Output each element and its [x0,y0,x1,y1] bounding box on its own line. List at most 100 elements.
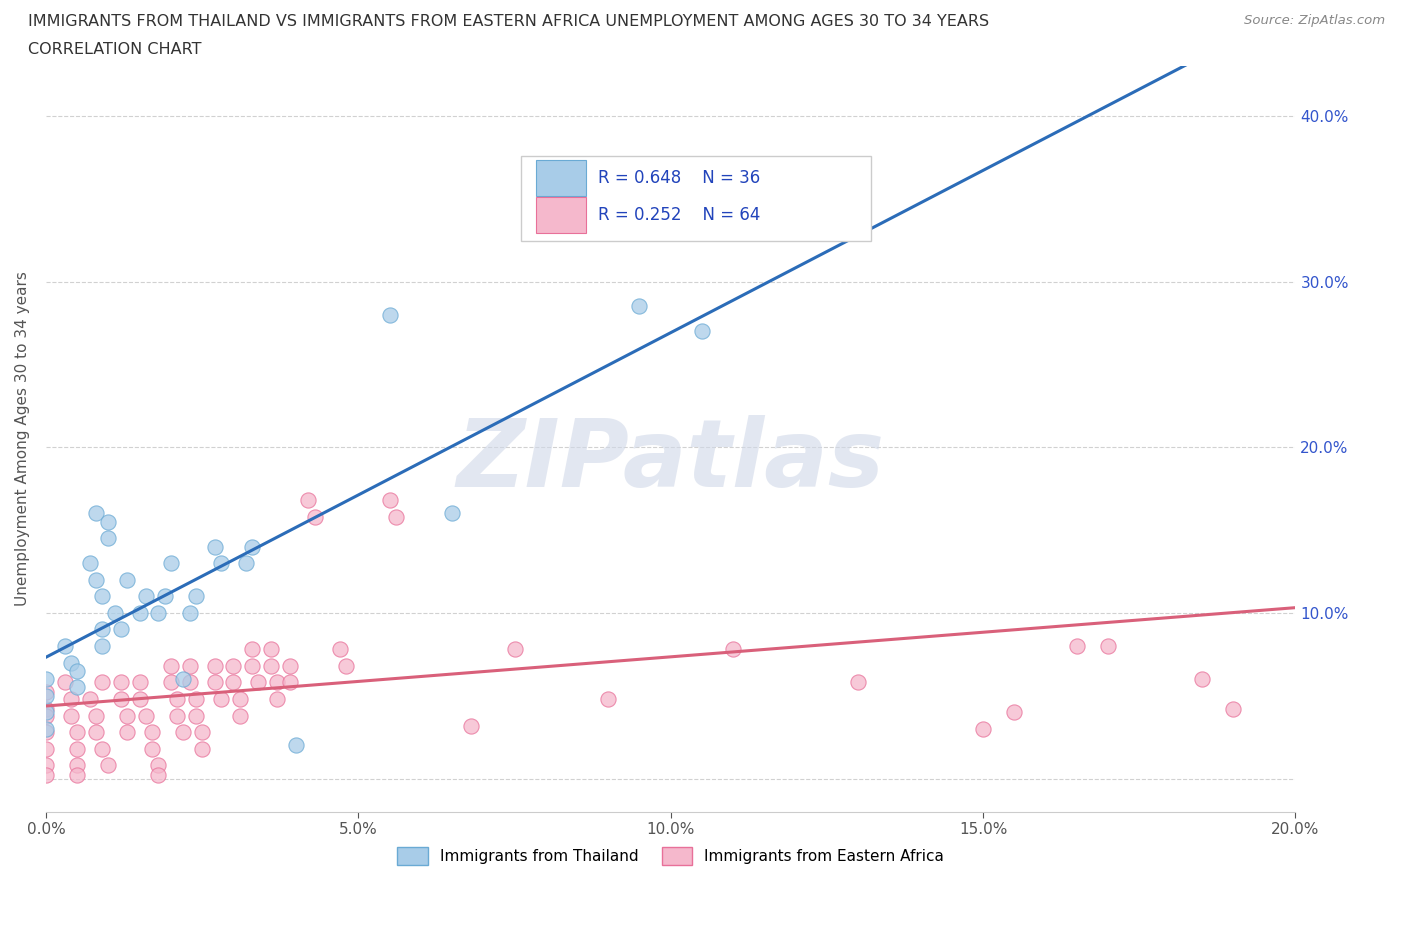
Point [222,658,245,673]
Point [284,738,307,753]
Point [153,589,176,604]
Point [91,622,114,637]
Point [141,724,163,739]
Point [247,675,270,690]
Point [628,207,651,222]
Point [972,722,994,737]
Point [66,680,89,695]
Point [278,675,301,690]
Text: R = 0.252    N = 64: R = 0.252 N = 64 [598,206,761,224]
Point [59,692,82,707]
Point [148,605,170,620]
Point [690,324,713,339]
Point [148,768,170,783]
Point [84,572,107,587]
Text: CORRELATION CHART: CORRELATION CHART [28,42,201,57]
Point [179,605,201,620]
Point [160,658,183,673]
Point [53,675,76,690]
Point [110,622,132,637]
Point [166,692,188,707]
Point [209,692,232,707]
Point [385,510,408,525]
Point [59,655,82,670]
Point [191,741,214,756]
Point [1191,671,1213,686]
Point [228,692,250,707]
Point [128,605,150,620]
Point [53,639,76,654]
Point [110,675,132,690]
Text: R = 0.648    N = 36: R = 0.648 N = 36 [598,169,761,187]
Point [172,724,194,739]
Point [66,768,89,783]
Text: IMMIGRANTS FROM THAILAND VS IMMIGRANTS FROM EASTERN AFRICA UNEMPLOYMENT AMONG AG: IMMIGRANTS FROM THAILAND VS IMMIGRANTS F… [28,14,990,29]
Point [128,692,150,707]
Point [1222,701,1244,716]
Text: ZIPatlas: ZIPatlas [457,416,884,507]
Point [1066,639,1088,654]
Point [160,556,183,571]
Point [128,675,150,690]
Point [35,722,58,737]
Point [66,758,89,773]
Point [378,307,401,322]
Point [84,724,107,739]
Point [266,675,288,690]
Point [1002,705,1025,720]
Point [240,642,263,657]
Point [66,741,89,756]
Point [115,708,138,723]
Point [141,741,163,756]
Point [35,724,58,739]
Point [91,741,114,756]
Point [329,642,352,657]
Point [66,724,89,739]
Bar [536,160,586,196]
Point [135,708,157,723]
Point [35,768,58,783]
Point [503,642,526,657]
Point [846,675,869,690]
Text: Source: ZipAtlas.com: Source: ZipAtlas.com [1244,14,1385,27]
Point [91,639,114,654]
Point [160,675,183,690]
Point [91,675,114,690]
Point [460,718,482,733]
Point [628,299,651,313]
Point [179,658,201,673]
Point [204,539,226,554]
Point [97,531,120,546]
Legend: Immigrants from Thailand, Immigrants from Eastern Africa: Immigrants from Thailand, Immigrants fro… [391,842,950,871]
Point [66,663,89,678]
Point [110,692,132,707]
Point [166,708,188,723]
FancyBboxPatch shape [520,155,870,242]
Point [35,671,58,686]
Point [135,589,157,604]
Point [35,701,58,716]
Point [240,658,263,673]
Point [179,675,201,690]
Point [35,705,58,720]
Point [260,658,283,673]
Point [184,589,207,604]
Point [59,708,82,723]
Point [204,658,226,673]
Point [35,688,58,703]
Point [148,758,170,773]
Point [79,692,101,707]
Point [35,685,58,700]
Point [441,506,464,521]
Point [240,539,263,554]
Point [35,741,58,756]
Point [104,605,127,620]
Point [266,692,288,707]
Point [260,642,283,657]
Bar [536,197,586,233]
Point [335,658,357,673]
Point [79,556,101,571]
Point [378,493,401,508]
Point [91,589,114,604]
Point [84,708,107,723]
